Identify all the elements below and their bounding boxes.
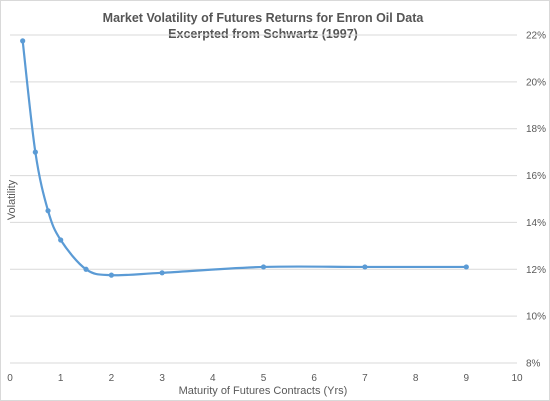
grid-lines	[10, 34, 517, 364]
x-tick-label: 10	[511, 373, 523, 384]
x-axis-label: Maturity of Futures Contracts (Yrs)	[179, 385, 348, 397]
data-point	[20, 38, 26, 44]
y-tick-label: 14%	[526, 218, 546, 229]
y-tick-label: 16%	[526, 171, 546, 182]
data-point	[58, 237, 64, 243]
data-point	[260, 264, 267, 270]
y-axis-ticks: 8% 10% 12% 14% 16% 18% 20% 22%	[526, 31, 546, 370]
chart-title-line-2: Excerpted from Schwartz (1997)	[168, 27, 358, 41]
y-axis-label: Volatility	[6, 179, 18, 220]
data-point	[159, 270, 165, 276]
data-point	[362, 264, 368, 270]
x-axis-ticks: 0 1 2 3 4 5 6 7 8 9 10	[7, 373, 523, 384]
y-tick-label: 22%	[526, 31, 546, 42]
series-line	[21, 39, 468, 277]
x-tick-label: 0	[7, 373, 13, 384]
data-point	[45, 208, 51, 214]
x-tick-label: 5	[261, 373, 267, 384]
y-tick-label: 8%	[526, 359, 541, 370]
series-volatility	[20, 38, 469, 278]
x-tick-label: 3	[159, 373, 165, 384]
x-tick-label: 7	[362, 373, 368, 384]
x-tick-label: 2	[109, 373, 115, 384]
data-point	[32, 149, 38, 155]
x-tick-label: 1	[58, 373, 64, 384]
y-tick-label: 12%	[526, 265, 546, 276]
x-tick-label: 4	[210, 373, 216, 384]
data-point	[83, 266, 89, 272]
y-tick-label: 10%	[526, 312, 546, 323]
y-tick-label: 18%	[526, 124, 546, 135]
data-point	[463, 264, 469, 270]
y-tick-label: 20%	[526, 77, 546, 88]
x-tick-label: 6	[311, 373, 317, 384]
chart-title-line-1: Market Volatility of Futures Returns for…	[103, 11, 425, 25]
x-tick-label: 8	[413, 373, 419, 384]
x-tick-label: 9	[464, 373, 470, 384]
data-point	[108, 272, 114, 278]
